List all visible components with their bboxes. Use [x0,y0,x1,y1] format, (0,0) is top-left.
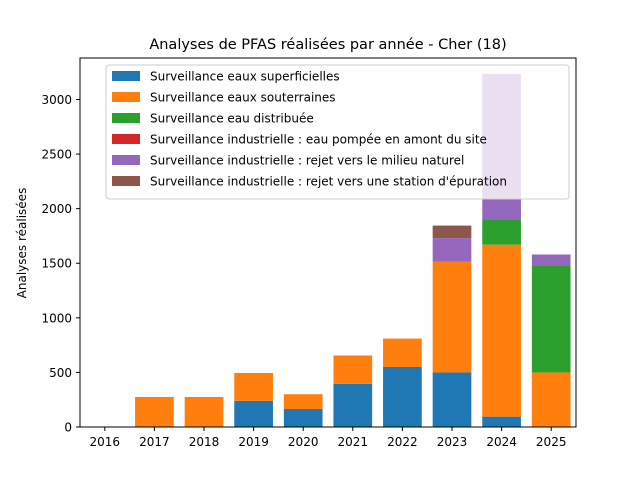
legend-swatch-1 [112,92,140,102]
x-tick-label-2016: 2016 [90,435,121,449]
legend-label-1: Surveillance eaux souterraines [150,91,336,105]
bar-2024-series-1 [482,244,521,417]
legend-label-0: Surveillance eaux superficielles [150,70,340,84]
y-tick-label-1000: 1000 [41,311,72,325]
bar-2025-series-2 [531,265,571,373]
legend-swatch-0 [112,71,140,81]
legend-label-4: Surveillance industrielle : rejet vers l… [150,154,464,168]
y-tick-label-500: 500 [49,366,72,380]
legend-swatch-2 [112,113,140,123]
x-tick-label-2020: 2020 [288,435,319,449]
legend: Surveillance eaux superficielles Surveill… [105,64,570,200]
x-tick-label-2025: 2025 [536,435,567,449]
axes-group: 0 500 1000 1500 2000 2500 3000 2016 2017 2018 2019… [41,57,577,449]
legend-label-5: Surveillance industrielle : rejet vers u… [150,175,507,189]
bar-2017-series-1 [135,396,174,427]
chart-title: Analyses de PFAS réalisées par année - C… [149,37,506,53]
bar-2025-series-1 [531,372,571,427]
x-tick-label-2019: 2019 [238,435,269,449]
bar-2020-series-1 [283,394,323,409]
bar-2024-series-0 [482,416,521,427]
bar-2025-series-4 [531,254,571,266]
bar-2023-series-5 [432,225,472,239]
x-tick-label-2023: 2023 [437,435,468,449]
plot-frame [79,57,577,428]
y-axis-label: Analyses réalisées [15,188,29,299]
x-tick-label-2024: 2024 [486,435,517,449]
legend-swatch-3 [112,134,140,144]
bar-2021-series-0 [333,383,373,427]
x-tick-label-2021: 2021 [338,435,369,449]
legend-swatch-4 [112,155,140,165]
bar-2022-series-1 [383,338,422,367]
bar-2018-series-1 [184,396,224,427]
legend-swatch-5 [112,176,140,186]
bar-2021-series-1 [333,355,373,384]
bar-2023-series-4 [432,238,472,262]
legend-label-3: Surveillance industrielle : eau pompée e… [150,133,487,147]
y-tick-label-2500: 2500 [41,148,72,162]
y-tick-label-0: 0 [64,421,72,435]
x-tick-label-2018: 2018 [189,435,220,449]
y-tick-label-2000: 2000 [41,202,72,216]
bar-2019-series-1 [234,372,273,401]
bar-2023-series-1 [432,261,472,373]
legend-box [105,64,570,200]
bar-2020-series-0 [283,408,323,427]
bar-2019-series-0 [234,400,273,427]
y-tick-label-3000: 3000 [41,93,72,107]
legend-label-2: Surveillance eau distribuée [150,112,314,126]
bar-2024-series-2 [482,219,521,245]
y-tick-label-1500: 1500 [41,257,72,271]
x-tick-label-2022: 2022 [387,435,418,449]
x-tick-label-2017: 2017 [139,435,170,449]
bar-2022-series-0 [383,366,422,427]
bar-2023-series-0 [432,372,472,427]
